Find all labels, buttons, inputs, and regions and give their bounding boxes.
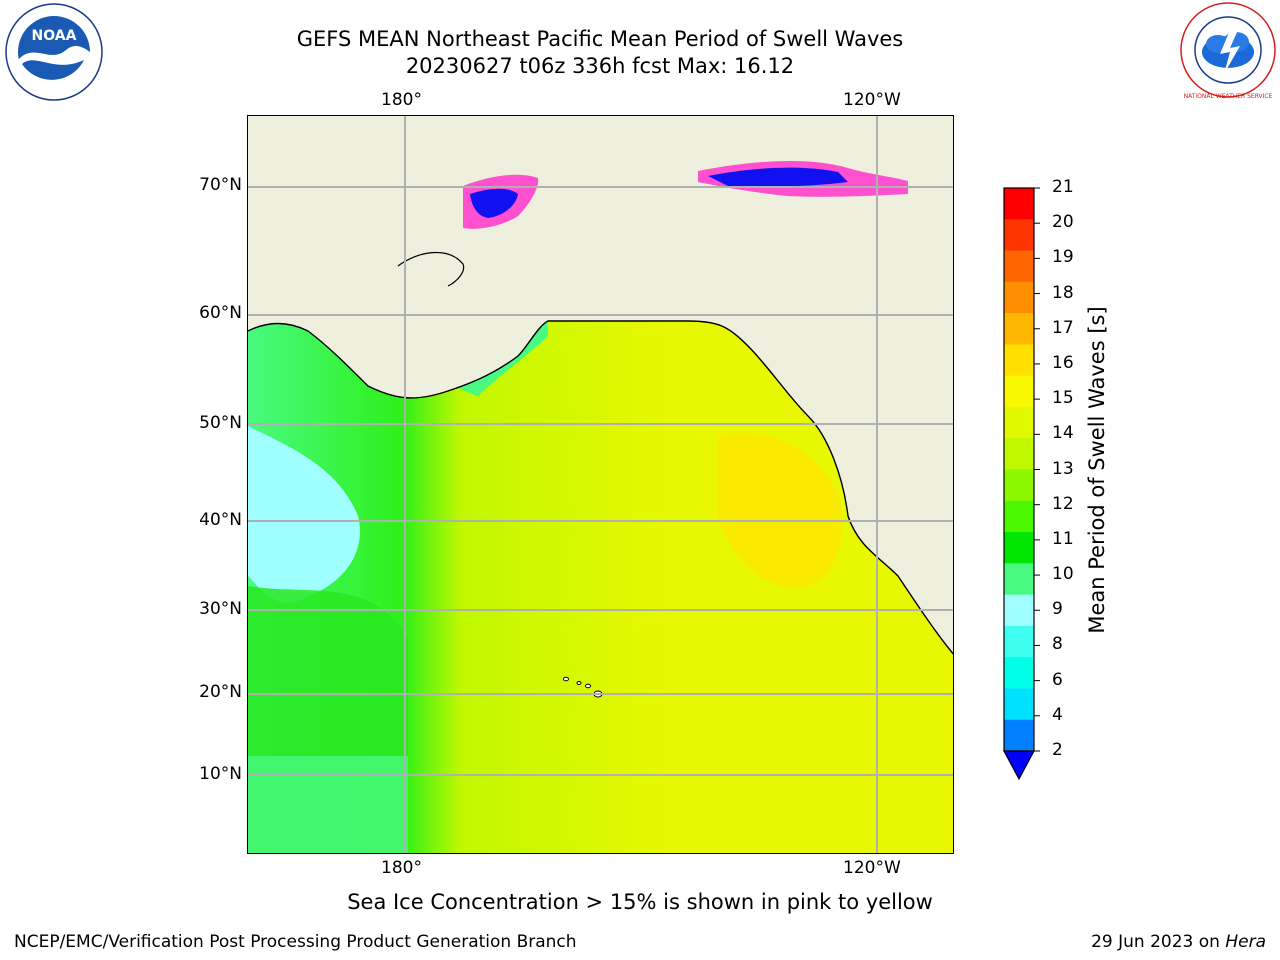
lon-label-top-120w: 120°W: [843, 90, 901, 110]
colorbar-segment: [1004, 500, 1034, 533]
colorbar-tick-label: 11: [1052, 528, 1074, 549]
colorbar-tick-label: 14: [1052, 423, 1074, 444]
lat-label-50n: 50°N: [199, 413, 242, 433]
footer-date-text: 29 Jun 2023 on: [1091, 932, 1226, 952]
colorbar: [1002, 187, 1040, 781]
colorbar-tick-label: 6: [1052, 669, 1063, 690]
colorbar-segment: [1004, 281, 1034, 314]
colorbar-segment: [1004, 375, 1034, 408]
lon-label-top-180: 180°: [381, 90, 422, 110]
colorbar-tick-label: 21: [1052, 177, 1074, 197]
sea-ice-chukchi-core: [470, 188, 518, 218]
colorbar-tick-label: 2: [1052, 740, 1063, 760]
colorbar-extend-triangle: [1002, 750, 1036, 781]
colorbar-segment: [1004, 469, 1034, 502]
nws-logo-text: NATIONAL WEATHER SERVICE: [1184, 93, 1273, 100]
footer-host: Hera: [1225, 932, 1266, 952]
footer-credit: NCEP/EMC/Verification Post Processing Pr…: [14, 932, 577, 952]
colorbar-tick-label: 8: [1052, 634, 1063, 655]
colorbar-title: Mean Period of Swell Waves [s]: [1085, 306, 1109, 634]
colorbar-tick-label: 15: [1052, 388, 1074, 409]
colorbar-segment: [1004, 219, 1034, 252]
lat-label-20n: 20°N: [199, 682, 242, 702]
southwest-patch: [248, 756, 408, 853]
map-panel: [247, 115, 954, 854]
map-title: GEFS MEAN Northeast Pacific Mean Period …: [296, 27, 904, 51]
sea-ice-beaufort-core: [708, 167, 848, 187]
colorbar-tick-label: 18: [1052, 282, 1074, 303]
colorbar-segment: [1004, 344, 1034, 377]
colorbar-segment: [1004, 313, 1034, 345]
colorbar-segment: [1004, 406, 1034, 439]
colorbar-tick-label: 12: [1052, 493, 1074, 514]
colorbar-segment: [1004, 594, 1034, 627]
colorbar-tick-label: 19: [1052, 247, 1074, 268]
colorbar-segment: [1004, 438, 1034, 470]
lat-label-40n: 40°N: [199, 510, 242, 530]
lat-label-30n: 30°N: [199, 599, 242, 619]
map-svg: [248, 116, 953, 853]
colorbar-segment: [1004, 188, 1034, 220]
lon-label-bottom-180: 180°: [381, 858, 422, 878]
warm-core-patch: [718, 433, 842, 588]
footer-date: 29 Jun 2023 on Hera: [1091, 932, 1266, 952]
nws-logo-icon: NATIONAL WEATHER SERVICE: [1180, 2, 1276, 100]
colorbar-segment: [1004, 563, 1034, 596]
hawaii-island: [576, 681, 582, 685]
colorbar-segment: [1004, 250, 1034, 283]
colorbar-tick-label: 20: [1052, 212, 1074, 233]
western-long-period-patch: [248, 426, 360, 603]
colorbar-tick-label: 4: [1052, 704, 1063, 725]
colorbar-tick-label: 9: [1052, 599, 1063, 620]
lon-label-bottom-120w: 120°W: [843, 858, 901, 878]
colorbar-segment: [1004, 657, 1034, 689]
colorbar-tick-label: 13: [1052, 458, 1074, 479]
graticule: [248, 116, 953, 853]
sea-ice-note: Sea Ice Concentration > 15% is shown in …: [347, 890, 933, 914]
alaska-west-coast: [397, 251, 465, 287]
coastline: [248, 320, 953, 655]
lat-label-70n: 70°N: [199, 175, 242, 195]
land-mass: [248, 116, 953, 654]
colorbar-tick-label: 16: [1052, 352, 1074, 373]
noaa-logo-icon: NOAA: [5, 3, 103, 101]
colorbar-segment: [1004, 625, 1034, 658]
lat-label-10n: 10°N: [199, 764, 242, 784]
noaa-logo-text: NOAA: [32, 28, 77, 44]
colorbar-segment: [1004, 688, 1034, 721]
colorbar-tick-label: 17: [1052, 317, 1074, 338]
colorbar-segment: [1004, 719, 1034, 752]
colorbar-tick-label: 10: [1052, 564, 1074, 585]
map-subtitle: 20230627 t06z 336h fcst Max: 16.12: [405, 54, 795, 78]
lat-label-60n: 60°N: [199, 303, 242, 323]
colorbar-segment: [1004, 532, 1034, 564]
hawaii-island: [563, 676, 569, 682]
hawaii-island: [585, 683, 591, 689]
